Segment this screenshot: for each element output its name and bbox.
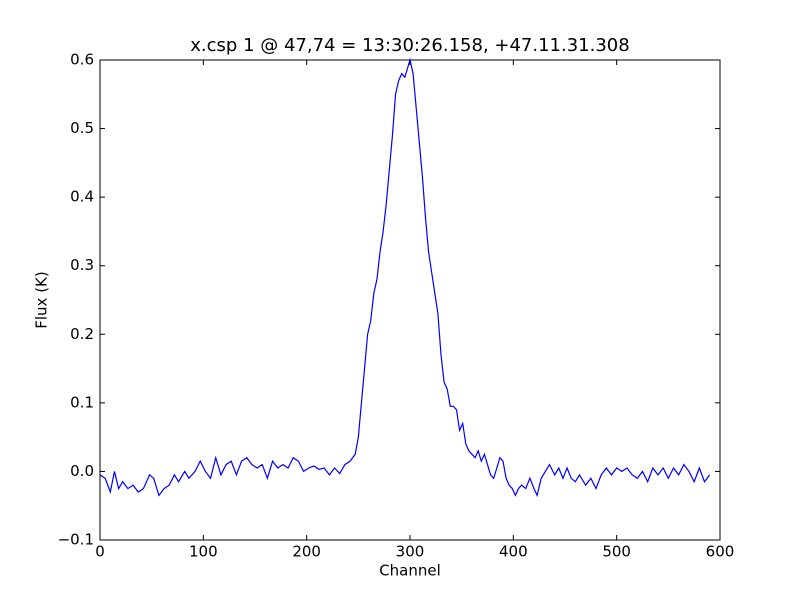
y-tick-label: 0.3 — [70, 256, 94, 274]
x-tick-label: 200 — [292, 543, 321, 561]
y-tick-label: 0.4 — [70, 188, 94, 206]
y-tick-label: 0.0 — [70, 462, 94, 480]
y-tick-label: 0.5 — [70, 119, 94, 137]
x-tick-label: 0 — [95, 543, 105, 561]
chart-title: x.csp 1 @ 47,74 = 13:30:26.158, +47.11.3… — [190, 35, 629, 56]
line — [99, 57, 711, 498]
x-tick-label: 400 — [499, 543, 528, 561]
x-tick-label: 300 — [396, 543, 425, 561]
plot-frame — [99, 59, 721, 541]
y-tick-label: 0.6 — [70, 51, 94, 69]
x-tick-label: 100 — [189, 543, 218, 561]
x-tick-label: 600 — [706, 543, 735, 561]
y-tick-label: −0.1 — [58, 531, 94, 549]
y-tick-label: 0.2 — [70, 325, 94, 343]
x-tick-label: 500 — [602, 543, 631, 561]
y-tick-label: 0.1 — [70, 393, 94, 411]
x-axis-label: Channel — [379, 562, 441, 580]
y-axis-label: Flux (K) — [33, 271, 51, 329]
